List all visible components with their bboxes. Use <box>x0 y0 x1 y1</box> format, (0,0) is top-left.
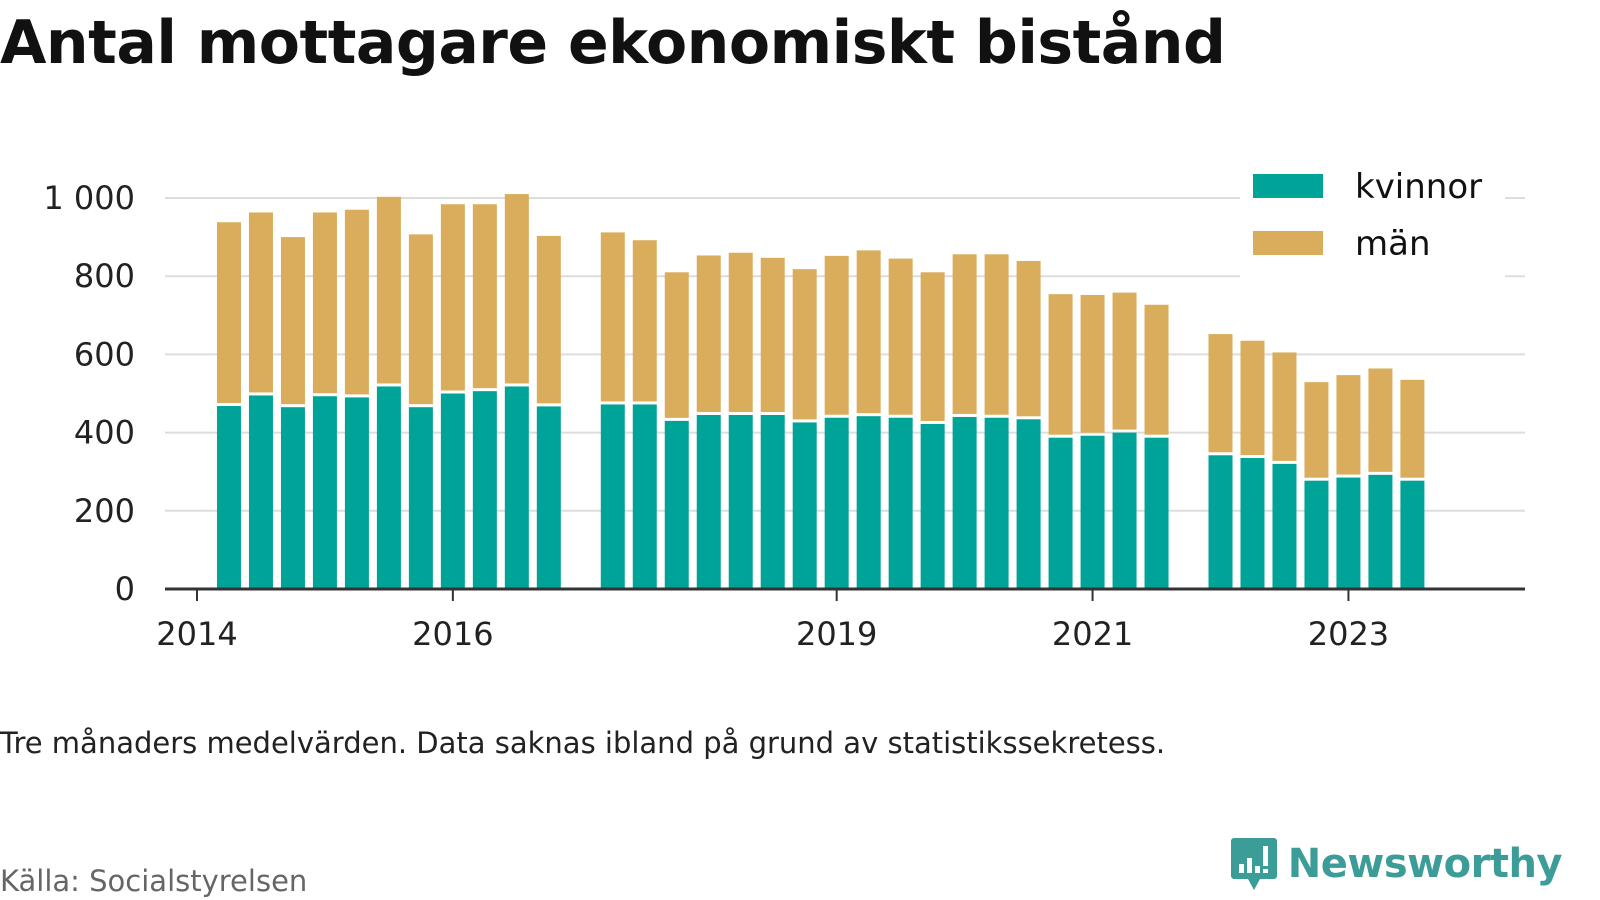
bar-man <box>856 250 881 414</box>
bar-man <box>1304 382 1329 478</box>
y-tick-label: 200 <box>74 492 135 530</box>
bar-man <box>1016 260 1041 417</box>
bar-kvinnor <box>1400 480 1425 589</box>
bar-man <box>376 196 401 384</box>
bar-kvinnor <box>728 415 753 589</box>
bar-man <box>1240 340 1265 456</box>
legend-swatch-man <box>1253 231 1323 255</box>
bar-man <box>1048 294 1073 435</box>
bar-man <box>1272 352 1297 461</box>
bar-kvinnor <box>1208 455 1233 589</box>
legend-label-man: män <box>1355 224 1431 264</box>
bar-kvinnor <box>952 416 977 589</box>
bar-kvinnor <box>504 386 529 589</box>
bar-kvinnor <box>1112 432 1137 589</box>
bar-kvinnor <box>440 393 465 589</box>
x-tick-label: 2016 <box>412 615 493 653</box>
bar-kvinnor <box>408 407 433 589</box>
bar-kvinnor <box>632 404 657 589</box>
x-tick-label: 2021 <box>1052 615 1133 653</box>
bar-man <box>248 212 273 393</box>
bar-kvinnor <box>1336 477 1361 589</box>
bar-man <box>984 254 1009 415</box>
y-axis: 0 200 400 600 800 1 000 <box>43 179 135 608</box>
bar-kvinnor <box>664 420 689 589</box>
bar-chart-speech-bubble-icon <box>1230 838 1277 890</box>
legend-label-kvinnor: kvinnor <box>1355 167 1482 207</box>
bar-kvinnor <box>920 423 945 589</box>
bar-man <box>344 209 369 395</box>
bar-kvinnor <box>1144 437 1169 589</box>
bar-man <box>664 272 689 418</box>
y-tick-label: 800 <box>74 257 135 295</box>
bar-man <box>952 254 977 414</box>
bar-man <box>632 240 657 402</box>
bar-kvinnor <box>472 391 497 589</box>
bar-man <box>1208 334 1233 453</box>
bar-man <box>792 269 817 420</box>
brand-logo: Newsworthy <box>1230 836 1563 892</box>
bar-man <box>408 234 433 405</box>
bar-kvinnor <box>600 404 625 589</box>
bar-man <box>280 237 305 405</box>
footnote: Tre månaders medelvärden. Data saknas ib… <box>0 726 1166 760</box>
bar-man <box>504 194 529 384</box>
bar-kvinnor <box>792 422 817 589</box>
bar-man <box>1112 292 1137 430</box>
legend-swatch-kvinnor <box>1253 174 1323 198</box>
bar-man <box>472 204 497 389</box>
bar-kvinnor <box>760 415 785 589</box>
bar-man <box>536 235 561 404</box>
bar-man <box>760 257 785 413</box>
bar-kvinnor <box>1272 463 1297 589</box>
bar-kvinnor <box>280 407 305 589</box>
bar-man <box>888 258 913 415</box>
bar-man <box>1144 304 1169 435</box>
bar-man <box>824 255 849 415</box>
y-tick-label: 1 000 <box>43 179 135 217</box>
bar-kvinnor <box>984 417 1009 589</box>
bar-man <box>312 212 337 394</box>
bar-kvinnor <box>248 395 273 589</box>
bar-man <box>1336 375 1361 475</box>
y-tick-label: 600 <box>74 335 135 373</box>
bar-man <box>216 222 241 404</box>
y-tick-label: 400 <box>74 414 135 452</box>
bar-man <box>600 232 625 402</box>
bar-man <box>920 272 945 421</box>
bar-kvinnor <box>1240 458 1265 589</box>
brand-name: Newsworthy <box>1287 841 1563 887</box>
legend: kvinnor män <box>1240 160 1505 280</box>
bar-man <box>440 204 465 391</box>
bar-kvinnor <box>824 417 849 589</box>
bar-kvinnor <box>696 415 721 589</box>
chart-title: Antal mottagare ekonomiskt bistånd <box>0 8 1226 78</box>
bar-kvinnor <box>856 416 881 589</box>
bar-man <box>1400 379 1425 478</box>
bar-kvinnor <box>344 397 369 589</box>
bar-kvinnor <box>1016 419 1041 589</box>
bar-kvinnor <box>888 417 913 589</box>
y-tick-label: 0 <box>115 570 135 608</box>
x-axis: 2014 2016 2019 2021 2023 <box>156 587 1525 653</box>
source-credit: Källa: Socialstyrelsen <box>0 864 308 898</box>
bar-kvinnor <box>312 396 337 589</box>
bar-man <box>728 252 753 413</box>
bar-kvinnor <box>1080 435 1105 589</box>
bar-man <box>696 255 721 413</box>
bar-kvinnor <box>1368 474 1393 589</box>
bar-kvinnor <box>376 386 401 589</box>
bar-man <box>1368 368 1393 472</box>
bar-kvinnor <box>536 406 561 589</box>
bar-kvinnor <box>1048 437 1073 589</box>
x-tick-label: 2019 <box>796 615 877 653</box>
bar-man <box>1080 294 1105 433</box>
x-tick-label: 2023 <box>1308 615 1389 653</box>
bars <box>216 194 1425 589</box>
bar-kvinnor <box>1304 480 1329 589</box>
x-tick-label: 2014 <box>156 615 237 653</box>
bar-kvinnor <box>216 406 241 589</box>
